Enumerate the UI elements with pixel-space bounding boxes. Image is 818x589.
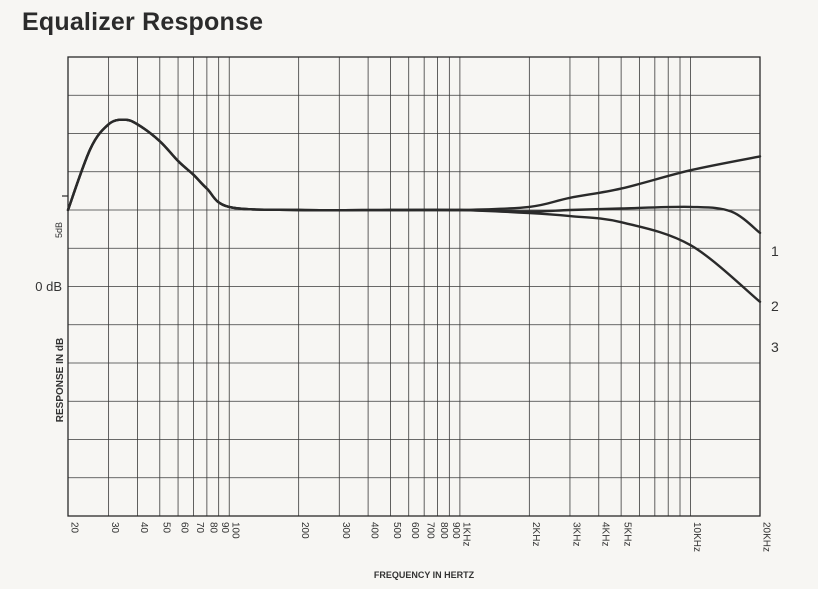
- x-tick-label: 3KHz: [571, 522, 582, 546]
- x-tick-label: 20KHz: [761, 522, 772, 552]
- x-tick-label: 20: [69, 522, 80, 534]
- y-axis-title: RESPONSE IN dB: [55, 338, 66, 422]
- x-tick-label: 600: [409, 522, 420, 539]
- x-tick-label: 40: [138, 522, 149, 534]
- x-tick-label: 90: [219, 522, 230, 534]
- chart-title: Equalizer Response: [22, 8, 264, 36]
- y-tick-label-0db: 0 dB: [35, 279, 62, 294]
- x-tick-label: 70: [194, 522, 205, 534]
- y-tick-label-5db: 5dB: [54, 222, 64, 238]
- x-tick-label: 10KHz: [691, 522, 702, 552]
- x-tick-label: 4KHz: [599, 522, 610, 546]
- x-tick-label: 5KHz: [622, 522, 633, 546]
- x-axis-title: FREQUENCY IN HERTZ: [374, 570, 475, 580]
- x-tick-label: 700: [425, 522, 436, 539]
- x-tick-label: 30: [109, 522, 120, 534]
- x-tick-label: 200: [299, 522, 310, 539]
- x-tick-label: 400: [369, 522, 380, 539]
- grid-lines: [67, 56, 761, 517]
- response-curves: [66, 118, 762, 303]
- plot-frame: [67, 56, 761, 517]
- response-curve-2: [66, 118, 762, 235]
- curve-label-2: 2: [771, 298, 779, 314]
- x-tick-label: 60: [179, 522, 190, 534]
- x-tick-label: 800: [438, 522, 449, 539]
- x-tick-label: 50: [160, 522, 171, 534]
- x-tick-labels: 20 30 40 50 60 70 80 90 100 200 300 400 500 600 700 800…: [69, 522, 772, 552]
- response-curve-3: [66, 118, 762, 303]
- x-tick-label: 1KHz: [460, 522, 471, 546]
- x-tick-label: 900: [450, 522, 461, 539]
- curve-label-1: 1: [771, 243, 779, 259]
- x-tick-label: 2KHz: [530, 522, 541, 546]
- x-tick-label: 80: [207, 522, 218, 534]
- x-tick-label: 500: [391, 522, 402, 539]
- x-tick-label: 300: [340, 522, 351, 539]
- curve-label-3: 3: [771, 339, 779, 355]
- x-tick-label: 100: [230, 522, 241, 539]
